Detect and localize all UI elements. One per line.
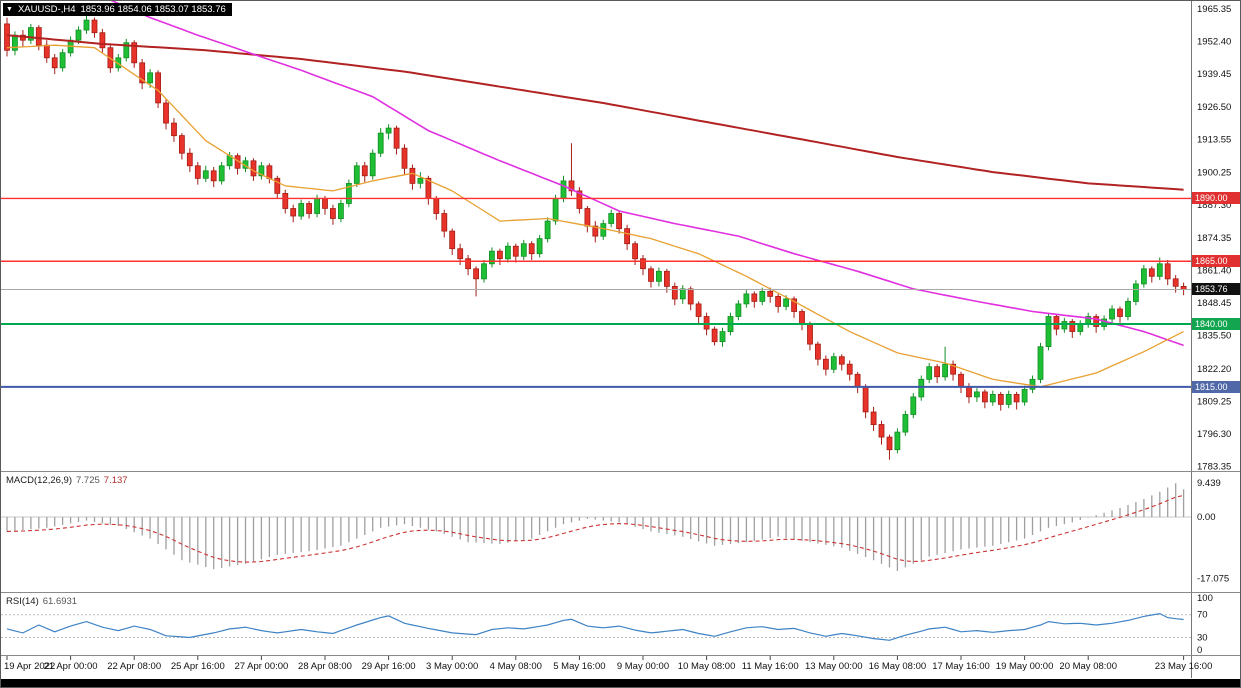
rsi-tick-label: 70 [1197, 610, 1208, 621]
horizontal-levels [1, 197, 1191, 388]
price-axis: 1965.35 1952.40 1939.45 1926.50 1913.55 1900.… [1191, 1, 1231, 678]
rsi-line: 100 70 300 [1, 593, 1213, 656]
time-tick-label: 19 May 00:00 [996, 661, 1054, 672]
rsi-tick-label: 0 [1197, 645, 1202, 656]
rsi-tick-label: 30 [1197, 633, 1208, 644]
time-tick-label: 21 Apr 00:00 [44, 661, 98, 672]
time-tick-label: 19 Apr 2022 [4, 661, 55, 672]
price-tick-label: 1939.45 [1197, 69, 1231, 80]
price-tick-label: 1783.35 [1197, 461, 1231, 472]
time-axis-scale[interactable] [1, 656, 1191, 678]
time-tick-label: 29 Apr 16:00 [362, 661, 416, 672]
macd-indicator-label: MACD(12,26,9) 7.725 7.137 [6, 475, 128, 486]
price-tick-label: 1900.25 [1197, 168, 1231, 179]
time-tick-label: 25 Apr 16:00 [171, 661, 225, 672]
macd-tick-label: 9.439 [1197, 478, 1221, 489]
time-tick-label: 3 May 00:00 [426, 661, 478, 672]
time-tick-label: 9 May 00:00 [617, 661, 669, 672]
price-tick-label: 1861.40 [1197, 265, 1231, 276]
time-tick-label: 22 Apr 08:00 [107, 661, 161, 672]
macd-tick-label: 0.00 [1197, 512, 1216, 523]
time-tick-label: 16 May 08:00 [869, 661, 927, 672]
candles-layer [4, 13, 1187, 460]
macd-tick-label: -17.075 [1197, 574, 1229, 585]
time-tick-label: 20 May 08:00 [1059, 661, 1117, 672]
macd-histogram: 9.439 0.00 -17.075 [1, 478, 1229, 585]
panel-separator[interactable] [1, 592, 1240, 593]
time-tick-label: 23 May 16:00 [1155, 661, 1213, 672]
bottom-bar [1, 679, 1240, 687]
price-level-label-1815.00: 1815.00 [1192, 381, 1240, 393]
macd-name: MACD(12,26,9) [6, 475, 72, 486]
chart-dropdown-icon[interactable]: ▼ [6, 6, 13, 13]
price-tick-label: 1796.30 [1197, 429, 1231, 440]
price-tick-label: 1926.50 [1197, 102, 1231, 113]
price-tick-label: 1913.55 [1197, 134, 1231, 145]
price-tick-label: 1822.20 [1197, 364, 1231, 375]
time-tick-label: 11 May 16:00 [742, 661, 799, 672]
price-level-label-1865.00: 1865.00 [1192, 255, 1240, 267]
ma-fast-line [6, 44, 1184, 388]
rsi-tick-label: 100 [1197, 593, 1213, 604]
time-tick-label: 5 May 16:00 [553, 661, 605, 672]
price-level-label-1890.00: 1890.00 [1192, 192, 1240, 204]
panel-separator[interactable] [1, 471, 1240, 472]
price-tick-label: 1952.40 [1197, 37, 1231, 48]
price-tick-label: 1848.45 [1197, 298, 1231, 309]
time-tick-label: 27 Apr 00:00 [234, 661, 288, 672]
current-price-label: 1853.76 [1192, 283, 1240, 295]
price-tick-label: 1965.35 [1197, 4, 1231, 15]
chart-symbol-period: XAUUSD-,H4 [17, 4, 76, 15]
price-tick-label: 1809.25 [1197, 396, 1231, 407]
panel-separator[interactable] [1, 655, 1240, 656]
time-tick-label: 17 May 16:00 [932, 661, 990, 672]
time-tick-label: 4 May 08:00 [490, 661, 542, 672]
chart-info-overlay: ▼ XAUUSD-,H4 1853.96 1854.06 1853.07 185… [3, 3, 232, 16]
price-tick-label: 1887.30 [1197, 200, 1231, 211]
rsi-value: 61.6931 [42, 596, 78, 607]
macd-signal-value: 7.137 [103, 475, 128, 486]
time-tick-label: 13 May 00:00 [805, 661, 863, 672]
ma-long-line [6, 34, 1184, 191]
macd-main-value: 7.725 [76, 475, 100, 486]
time-tick-label: 28 Apr 08:00 [298, 661, 352, 672]
time-tick-label: 10 May 08:00 [678, 661, 736, 672]
rsi-name: RSI(14) [6, 596, 39, 607]
price-axis-scale[interactable] [1192, 1, 1240, 678]
price-level-label-1840.00: 1840.00 [1192, 318, 1240, 330]
price-tick-label: 1835.50 [1197, 330, 1231, 341]
ma-slow-line [110, 1, 1184, 347]
macd-signal-line [6, 494, 1184, 563]
chart-ohlc-values: 1853.96 1854.06 1853.07 1853.76 [80, 4, 226, 15]
rsi-indicator-label: RSI(14) 61.6931 [6, 596, 77, 607]
price-tick-label: 1874.35 [1197, 233, 1231, 244]
